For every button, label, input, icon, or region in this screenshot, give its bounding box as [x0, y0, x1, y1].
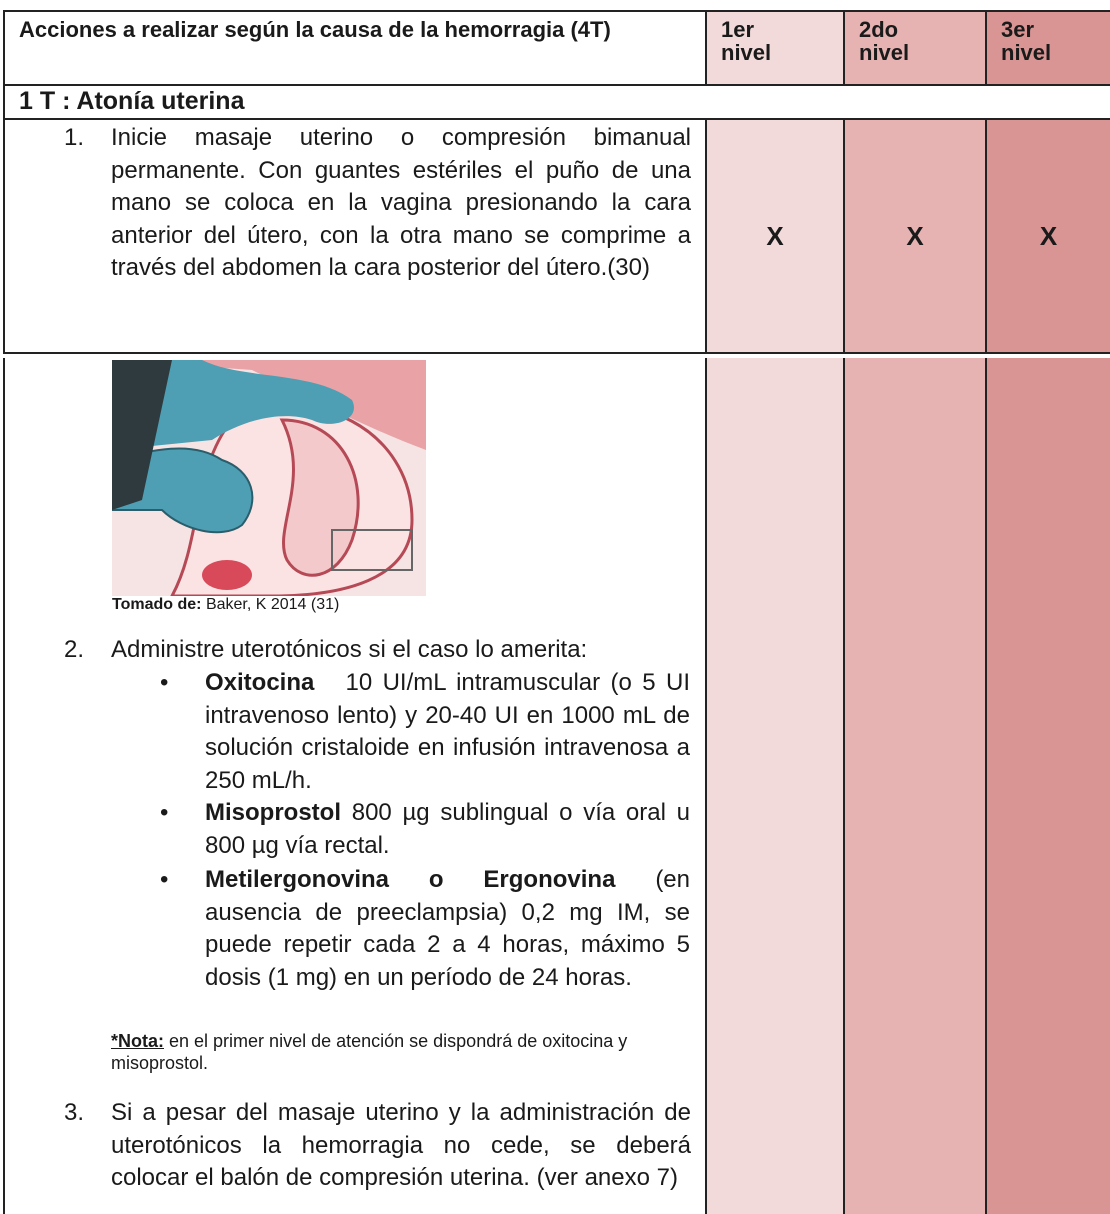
- level-mark: X: [705, 118, 845, 354]
- bullet-term: Metilergonovina o Ergonovina: [205, 866, 616, 893]
- item-text: Administre uterotónicos si el caso lo am…: [111, 636, 588, 663]
- item-number: 3.: [64, 1099, 85, 1126]
- header-text: Acciones a realizar según la causa de la…: [19, 17, 611, 42]
- bullet-text: Metilergonovina o Ergonovina (en ausenci…: [205, 864, 690, 994]
- header-cell: 3er nivel: [985, 10, 1110, 86]
- header-text: 1er nivel: [721, 17, 772, 65]
- section-title: 1 T : Atonía uterina: [19, 87, 245, 115]
- note: *Nota: en el primer nivel de atención se…: [111, 1030, 691, 1074]
- bullet: •: [160, 799, 169, 826]
- item-number: 1.: [64, 124, 85, 151]
- item-text: Si a pesar del masaje uterino y la admin…: [111, 1099, 691, 1192]
- level-cell: [705, 358, 845, 1214]
- caption-text: Baker, K 2014 (31): [205, 596, 340, 613]
- bullet-desc: (en ausencia de preeclampsia) 0,2 mg IM,…: [205, 866, 690, 991]
- bullet-desc: 10 UI/mL intramuscular (o 5 UI intraveno…: [205, 669, 690, 794]
- figure-caption: Tomado de: Baker, K 2014 (31): [112, 594, 339, 616]
- bullet-term: Misoprostol: [205, 799, 341, 826]
- bullet: •: [160, 866, 169, 893]
- item-number: 2.: [64, 636, 85, 663]
- bullet: •: [160, 669, 169, 696]
- note-text: en el primer nivel de atención se dispon…: [111, 1031, 628, 1073]
- section-row: 1 T : Atonía uterina: [3, 84, 1110, 120]
- level-cell: [843, 358, 987, 1214]
- header-text: 2do nivel: [859, 17, 910, 65]
- bullet-text: Oxitocina 10 UI/mL intramuscular (o 5 UI…: [205, 667, 690, 797]
- header-text: 3er nivel: [1001, 17, 1052, 65]
- item-text: Inicie masaje uterino o compresión biman…: [111, 124, 691, 282]
- level-mark: X: [985, 118, 1110, 354]
- header-cell: 2do nivel: [843, 10, 987, 86]
- note-label: *Nota:: [111, 1031, 164, 1051]
- illustration: [112, 360, 426, 596]
- bullet-desc: 800 µg sublingual o vía oral u 800 µg ví…: [205, 799, 690, 859]
- bullet-term: Oxitocina: [205, 669, 315, 696]
- header-cell: Acciones a realizar según la causa de la…: [3, 10, 707, 86]
- level-cell: [985, 358, 1110, 1214]
- level-mark: X: [843, 118, 987, 354]
- header-cell: 1er nivel: [705, 10, 845, 86]
- caption-label: Tomado de:: [112, 596, 202, 613]
- bullet-text: Misoprostol 800 µg sublingual o vía oral…: [205, 797, 690, 862]
